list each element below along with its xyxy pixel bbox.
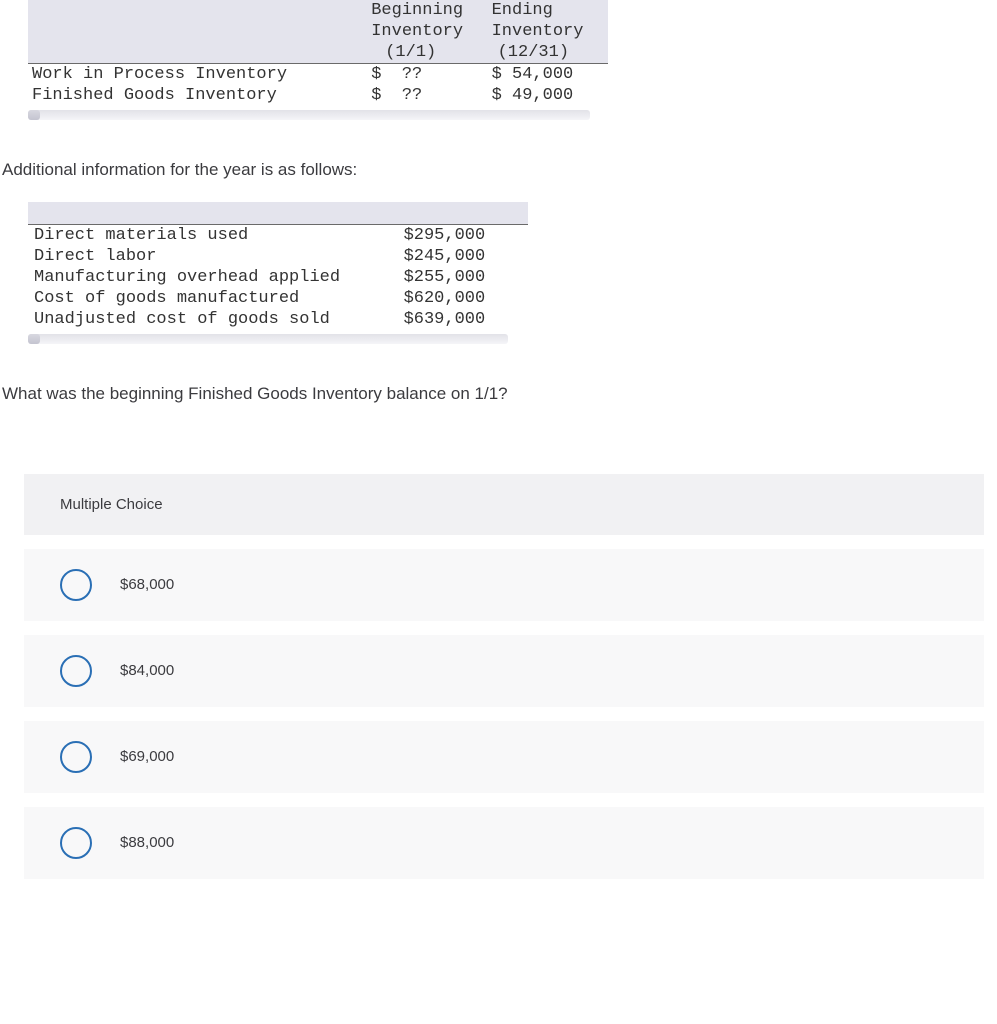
horizontal-scrollbar[interactable] <box>28 334 508 344</box>
inv-header-beginning-3: (1/1) <box>367 42 487 64</box>
mc-option-label: $69,000 <box>120 748 174 765</box>
inv-row: Work in Process Inventory $ ?? $ 54,000 <box>28 64 608 86</box>
info-row: Manufacturing overhead applied $255,000 <box>28 267 528 288</box>
info-row-value: $639,000 <box>398 309 528 330</box>
inv-row-label: Finished Goods Inventory <box>28 85 367 106</box>
radio-icon[interactable] <box>60 741 92 773</box>
info-row-value: $245,000 <box>398 246 528 267</box>
info-row: Direct materials used $295,000 <box>28 224 528 246</box>
mc-option[interactable]: $84,000 <box>24 635 984 707</box>
radio-icon[interactable] <box>60 569 92 601</box>
inv-header-ending-2: Inventory <box>488 21 608 42</box>
info-row-label: Manufacturing overhead applied <box>28 267 398 288</box>
info-row-label: Direct labor <box>28 246 398 267</box>
additional-info-text: Additional information for the year is a… <box>0 160 997 180</box>
mc-option-label: $68,000 <box>120 576 174 593</box>
info-row: Unadjusted cost of goods sold $639,000 <box>28 309 528 330</box>
mc-title: Multiple Choice <box>24 474 984 535</box>
additional-info-table: Direct materials used $295,000 Direct la… <box>28 202 528 330</box>
info-row-label: Unadjusted cost of goods sold <box>28 309 398 330</box>
mc-option-label: $88,000 <box>120 834 174 851</box>
info-row-value: $295,000 <box>398 224 528 246</box>
info-row-value: $620,000 <box>398 288 528 309</box>
inv-row-beginning: $ ?? <box>367 64 487 86</box>
multiple-choice-section: Multiple Choice $68,000 $84,000 $69,000 … <box>24 474 984 879</box>
info-row: Cost of goods manufactured $620,000 <box>28 288 528 309</box>
question-text: What was the beginning Finished Goods In… <box>0 384 997 404</box>
inv-row: Finished Goods Inventory $ ?? $ 49,000 <box>28 85 608 106</box>
inv-row-label: Work in Process Inventory <box>28 64 367 86</box>
inv-header-ending-3: (12/31) <box>488 42 608 64</box>
radio-icon[interactable] <box>60 827 92 859</box>
info-row-label: Direct materials used <box>28 224 398 246</box>
info-row-label: Cost of goods manufactured <box>28 288 398 309</box>
inv-header-beginning-2: Inventory <box>367 21 487 42</box>
mc-option[interactable]: $69,000 <box>24 721 984 793</box>
inv-row-ending: $ 54,000 <box>488 64 608 86</box>
info-row: Direct labor $245,000 <box>28 246 528 267</box>
inv-header-beginning-1: Beginning <box>367 0 487 21</box>
inv-row-ending: $ 49,000 <box>488 85 608 106</box>
radio-icon[interactable] <box>60 655 92 687</box>
inventory-table: Beginning Ending Inventory Inventory (1/… <box>28 0 608 106</box>
inv-header-ending-1: Ending <box>488 0 608 21</box>
inv-row-beginning: $ ?? <box>367 85 487 106</box>
mc-option[interactable]: $88,000 <box>24 807 984 879</box>
info-row-value: $255,000 <box>398 267 528 288</box>
mc-option-label: $84,000 <box>120 662 174 679</box>
horizontal-scrollbar[interactable] <box>28 110 590 120</box>
scrollbar-thumb[interactable] <box>28 110 40 120</box>
mc-option[interactable]: $68,000 <box>24 549 984 621</box>
inv-header-blank <box>28 0 367 21</box>
scrollbar-thumb[interactable] <box>28 334 40 344</box>
